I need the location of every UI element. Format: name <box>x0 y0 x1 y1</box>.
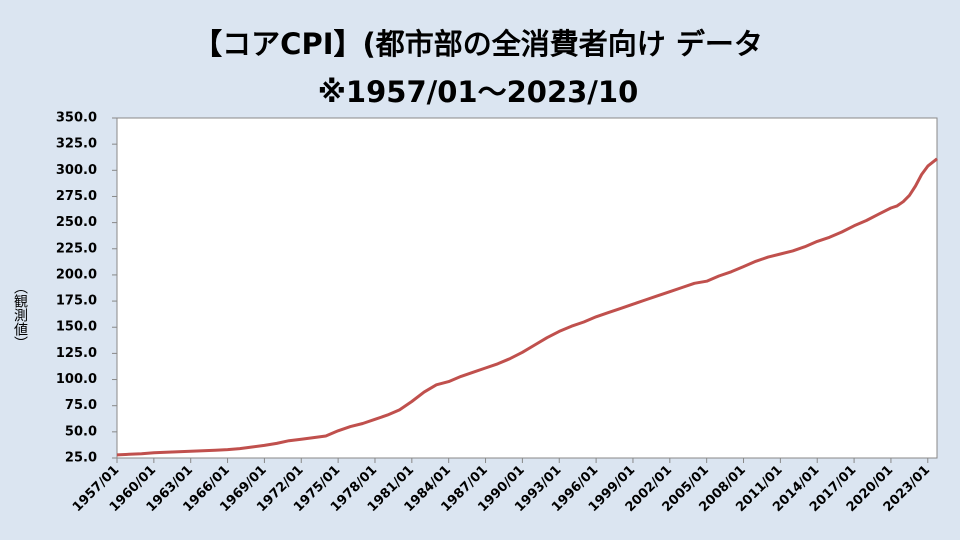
y-tick-label: 50.0 <box>65 424 97 439</box>
y-tick-label: 75.0 <box>65 398 97 413</box>
y-tick-label: 350.0 <box>56 111 97 126</box>
y-tick-label: 25.0 <box>65 451 97 466</box>
y-tick-label: 125.0 <box>56 346 97 361</box>
y-tick-label: 250.0 <box>56 215 97 230</box>
chart-subtitle: ※1957/01～2023/10 <box>318 75 639 109</box>
y-tick-label: 275.0 <box>56 189 97 204</box>
data-line <box>116 157 938 457</box>
y-tick-label: 100.0 <box>56 372 97 387</box>
y-tick-label: 175.0 <box>56 294 97 309</box>
plot-area <box>116 117 938 459</box>
y-tick-label: 300.0 <box>56 163 97 178</box>
chart-title: 【コアCPI】(都市部の全消費者向け データ <box>193 27 763 61</box>
y-tick-label: 150.0 <box>56 320 97 335</box>
y-tick-label: 225.0 <box>56 241 97 256</box>
y-tick-label: 325.0 <box>56 137 97 152</box>
y-axis-label: （観測値） <box>12 280 28 350</box>
y-tick-label: 200.0 <box>56 267 97 282</box>
